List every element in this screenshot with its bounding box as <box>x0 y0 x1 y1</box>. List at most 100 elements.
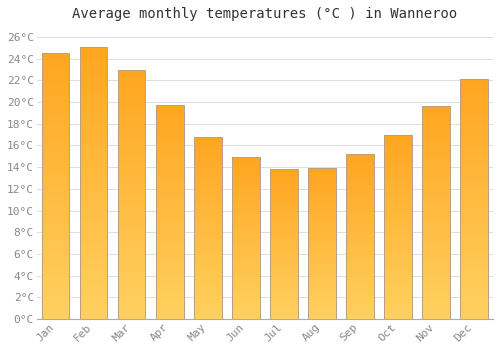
Bar <box>80 251 108 254</box>
Bar <box>118 188 146 191</box>
Bar <box>384 236 411 238</box>
Bar <box>460 82 487 85</box>
Bar <box>346 315 374 317</box>
Bar <box>156 156 184 159</box>
Bar <box>308 257 336 259</box>
Bar <box>346 261 374 263</box>
Bar <box>460 286 487 289</box>
Bar <box>232 194 260 196</box>
Bar <box>384 231 411 234</box>
Bar <box>422 146 450 149</box>
Bar <box>232 290 260 293</box>
Bar <box>194 273 222 276</box>
Bar <box>384 305 411 307</box>
Bar <box>460 97 487 100</box>
Bar <box>308 183 336 185</box>
Bar <box>422 229 450 231</box>
Bar <box>80 101 108 105</box>
Bar <box>118 160 146 163</box>
Bar <box>156 183 184 186</box>
Bar <box>194 214 222 216</box>
Bar <box>194 253 222 255</box>
Bar <box>232 258 260 260</box>
Bar <box>384 264 411 266</box>
Bar <box>118 244 146 247</box>
Bar <box>460 184 487 187</box>
Bar <box>118 113 146 116</box>
Bar <box>42 289 70 292</box>
Bar <box>118 119 146 122</box>
Bar <box>384 234 411 236</box>
Bar <box>42 196 70 200</box>
Bar <box>384 169 411 171</box>
Bar <box>232 303 260 305</box>
Bar <box>346 222 374 224</box>
Bar <box>270 182 297 184</box>
Bar <box>156 138 184 140</box>
Bar <box>194 248 222 251</box>
Bar <box>118 138 146 141</box>
Bar <box>156 271 184 273</box>
Bar <box>156 119 184 121</box>
Bar <box>156 289 184 292</box>
Bar <box>232 216 260 218</box>
Bar <box>42 63 70 66</box>
Bar <box>346 226 374 228</box>
Bar <box>42 149 70 153</box>
Bar <box>80 122 108 125</box>
Bar <box>384 245 411 247</box>
Bar <box>80 176 108 180</box>
Bar <box>80 231 108 234</box>
Bar <box>118 313 146 316</box>
Bar <box>422 247 450 250</box>
Bar <box>118 94 146 98</box>
Bar <box>42 266 70 269</box>
Bar <box>384 312 411 314</box>
Bar <box>156 231 184 233</box>
Bar <box>232 176 260 177</box>
Bar <box>308 242 336 244</box>
Bar <box>232 177 260 180</box>
Bar <box>346 160 374 162</box>
Bar <box>460 208 487 211</box>
Bar <box>232 184 260 186</box>
Bar <box>42 316 70 319</box>
Bar <box>346 311 374 313</box>
Bar <box>194 232 222 235</box>
Bar <box>308 196 336 198</box>
Bar <box>346 282 374 284</box>
Bar <box>232 168 260 169</box>
Bar <box>308 270 336 272</box>
Bar <box>346 232 374 234</box>
Bar <box>194 246 222 248</box>
Bar <box>346 253 374 255</box>
Bar <box>384 155 411 158</box>
Bar <box>346 255 374 257</box>
Bar <box>232 218 260 220</box>
Bar <box>80 278 108 281</box>
Bar <box>384 181 411 183</box>
Bar <box>80 50 108 54</box>
Bar <box>308 247 336 249</box>
Bar <box>156 266 184 268</box>
Bar <box>156 151 184 153</box>
Bar <box>156 303 184 306</box>
Bar <box>308 172 336 174</box>
Bar <box>270 220 297 222</box>
Bar <box>460 289 487 292</box>
Bar <box>156 113 184 116</box>
Bar <box>422 125 450 128</box>
Bar <box>270 238 297 240</box>
Bar <box>194 278 222 280</box>
Bar <box>308 195 336 196</box>
Bar <box>308 191 336 193</box>
Bar <box>42 153 70 156</box>
Bar <box>270 233 297 235</box>
Bar <box>80 47 108 50</box>
Bar <box>460 172 487 175</box>
Bar <box>194 180 222 182</box>
Bar <box>346 204 374 206</box>
Bar <box>384 135 411 137</box>
Bar <box>422 258 450 260</box>
Bar <box>346 237 374 239</box>
